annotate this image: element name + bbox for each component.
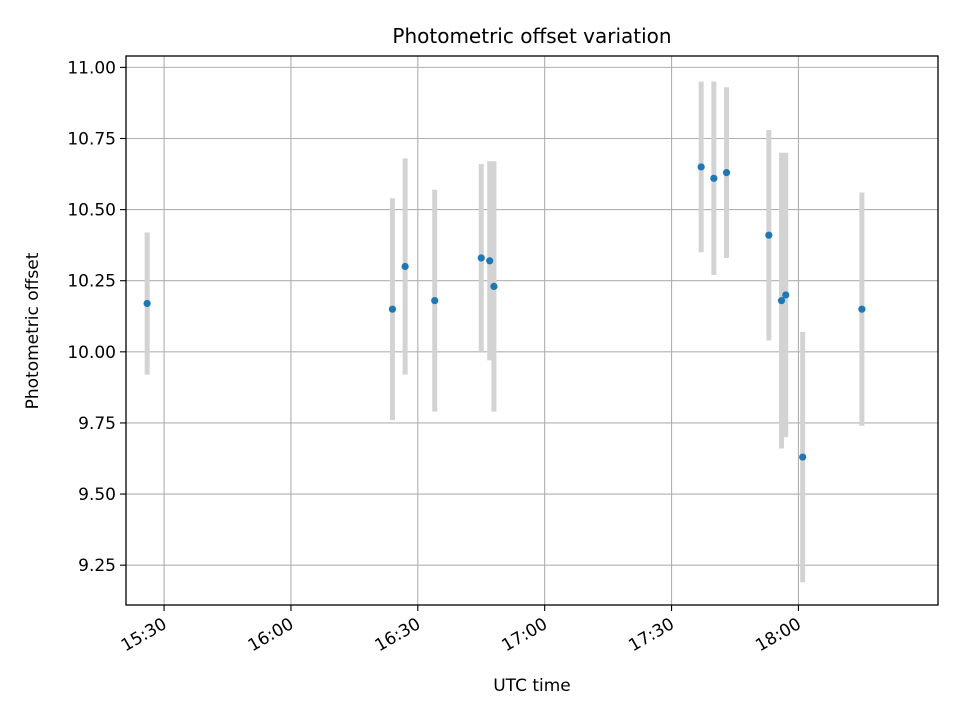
y-axis-ticks: 9.25 9.50 9.75 10.00 10.25 10.50 10.75 11.00 (67, 58, 126, 576)
x-axis-label: UTC time (493, 676, 571, 696)
data-point (710, 174, 718, 182)
data-point (722, 169, 731, 177)
y-tick-label: 10.75 (67, 129, 116, 149)
data-point (858, 305, 866, 313)
y-tick-label: 9.75 (78, 414, 116, 434)
data-point (490, 282, 498, 291)
y-tick-label: 10.00 (67, 343, 116, 363)
data-point (401, 262, 409, 271)
data-point (782, 291, 790, 299)
x-tick-label: 18:00 (752, 614, 804, 656)
y-tick-label: 10.50 (67, 201, 116, 221)
plot-frame (125, 55, 939, 606)
chart-title: Photometric offset variation (392, 24, 671, 48)
data-point (477, 254, 485, 262)
data-point (143, 299, 151, 308)
data-point (799, 453, 807, 461)
data-points (143, 163, 866, 461)
y-tick-label: 9.50 (78, 485, 116, 505)
x-axis-ticks: 15:30 16:00 16:30 17:00 17:30 18:00 (118, 605, 805, 656)
y-axis-label: Photometric offset (23, 252, 43, 409)
y-grid (126, 66, 938, 566)
data-point (777, 297, 786, 305)
error-bars (144, 81, 865, 583)
data-point (431, 297, 439, 305)
x-grid (163, 56, 799, 605)
y-tick-label: 11.00 (67, 58, 116, 78)
x-tick-label: 15:30 (118, 614, 170, 656)
y-tick-label: 9.25 (78, 556, 116, 576)
data-point (697, 163, 705, 171)
x-tick-label: 17:30 (625, 614, 677, 656)
x-tick-label: 16:30 (372, 614, 424, 656)
y-tick-label: 10.25 (67, 272, 116, 292)
data-point (765, 231, 773, 239)
x-tick-label: 16:00 (245, 614, 297, 656)
data-point (388, 305, 397, 313)
x-tick-label: 17:00 (499, 614, 551, 656)
data-point (486, 257, 494, 265)
